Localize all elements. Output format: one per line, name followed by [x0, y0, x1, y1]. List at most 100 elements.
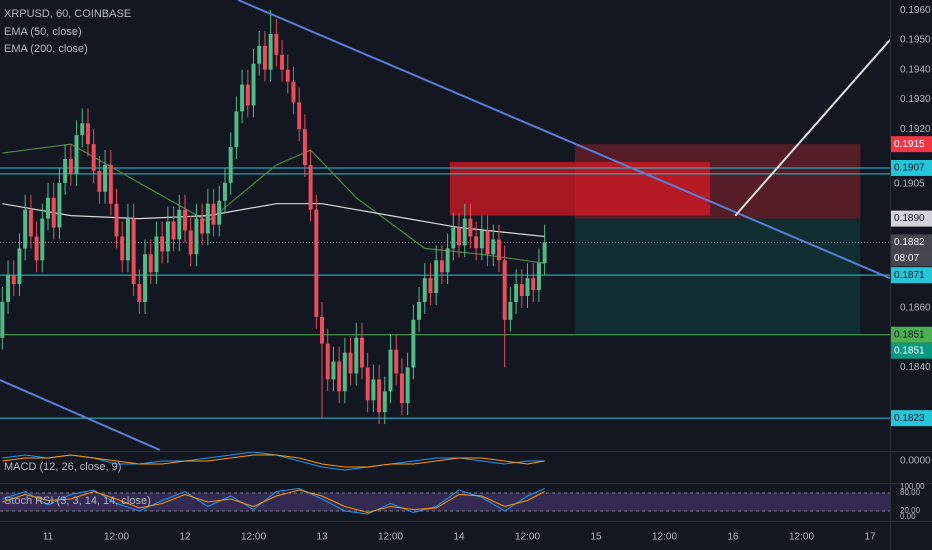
stoch-band — [0, 493, 890, 511]
candle-body — [194, 218, 199, 255]
candle-body — [160, 236, 165, 252]
candle-body — [97, 170, 102, 192]
candle-body — [394, 349, 399, 374]
legend-entry: EMA (200, close) — [4, 43, 88, 55]
candle-body — [514, 284, 519, 302]
x-tick-label: 12:00 — [378, 532, 403, 543]
y-tick-label: 0.1960 — [900, 5, 931, 16]
ema-line — [2, 203, 545, 238]
x-tick-label: 14 — [453, 532, 465, 543]
candle-body — [325, 343, 330, 380]
stoch-tick-label: 20.00 — [900, 506, 921, 515]
legend-entry: EMA (50, close) — [4, 26, 82, 38]
candle-body — [491, 239, 496, 255]
candle-body — [280, 54, 285, 70]
candle-body — [371, 379, 376, 401]
candle-body — [23, 209, 28, 249]
candle-body — [251, 63, 256, 106]
x-tick-label: 13 — [316, 532, 328, 543]
candle-body — [114, 203, 119, 237]
candle-body — [262, 45, 267, 70]
candle-body — [314, 209, 319, 317]
x-tick-label: 12:00 — [515, 532, 540, 543]
x-tick-label: 12 — [179, 532, 191, 543]
y-tick-label: 0.1920 — [900, 124, 931, 135]
price-label: 0.1907 — [894, 163, 925, 174]
price-label-box — [891, 342, 932, 359]
price-label: 0.1851 — [894, 329, 925, 340]
trend-line — [237, 0, 890, 280]
candle-body — [434, 260, 439, 294]
candle-body — [80, 123, 85, 136]
candle-body — [177, 209, 182, 240]
candle-body — [297, 102, 302, 130]
candle-body — [354, 337, 359, 374]
candle-body — [308, 164, 313, 210]
trend-line — [0, 379, 161, 451]
candle-body — [485, 230, 490, 255]
candle-body — [451, 227, 456, 249]
candle-body — [63, 159, 68, 183]
countdown-box — [891, 250, 932, 267]
y-tick-label: 0.1840 — [900, 362, 931, 373]
y-tick-label: 0.1930 — [900, 94, 931, 105]
candle-body — [268, 33, 273, 70]
indicator-panes — [0, 452, 890, 515]
candle-body — [428, 278, 433, 294]
candle-body — [125, 218, 130, 261]
candle-body — [28, 209, 33, 237]
candle-body — [205, 203, 210, 234]
candle-body — [183, 209, 188, 231]
candle-body — [519, 284, 524, 297]
candle-body — [6, 275, 11, 302]
position-zone — [449, 162, 711, 216]
candle-body — [74, 135, 79, 174]
x-tick-label: 11 — [43, 532, 54, 543]
candle-body — [57, 182, 62, 228]
candle-body — [457, 227, 462, 246]
position-zone — [574, 218, 861, 335]
candle-body — [365, 367, 370, 401]
candle-body — [359, 337, 364, 368]
candle-body — [154, 236, 159, 273]
candle-body — [51, 197, 56, 228]
candle-body — [245, 84, 250, 106]
candle-body — [46, 197, 51, 219]
candle-body — [68, 159, 73, 174]
price-label-box — [891, 159, 932, 176]
candle-body — [11, 275, 16, 285]
candle-body — [217, 200, 222, 225]
stoch-tick-label: 0.00 — [900, 512, 916, 521]
candle-body — [143, 254, 148, 302]
price-label: 0.1823 — [894, 413, 925, 424]
stoch-line — [2, 489, 545, 514]
candle-body — [222, 182, 227, 201]
price-label-box — [891, 210, 932, 227]
candle-body — [405, 367, 410, 404]
candle-body — [462, 218, 467, 246]
candle-body — [542, 242, 547, 264]
candle-body — [348, 352, 353, 374]
candle-body — [439, 260, 444, 273]
macd-line — [2, 454, 545, 468]
price-label-box — [891, 410, 932, 427]
price-label: 0.1890 — [894, 213, 925, 224]
candle-body — [342, 352, 347, 392]
candle-body — [496, 239, 501, 261]
candle-body — [40, 218, 45, 261]
candle-body — [445, 248, 450, 273]
countdown: 08:07 — [894, 253, 919, 264]
x-tick-label: 12:00 — [104, 532, 129, 543]
candle-body — [337, 361, 342, 392]
candle-body — [291, 81, 296, 103]
candle-body — [422, 278, 427, 302]
candle-body — [474, 236, 479, 249]
price-label-box — [891, 234, 932, 251]
stoch-line — [2, 487, 545, 515]
macd-tick-label: 0.0000 — [900, 456, 931, 467]
candle-body — [108, 164, 113, 204]
candle-body — [120, 236, 125, 261]
candle-body — [171, 221, 176, 240]
